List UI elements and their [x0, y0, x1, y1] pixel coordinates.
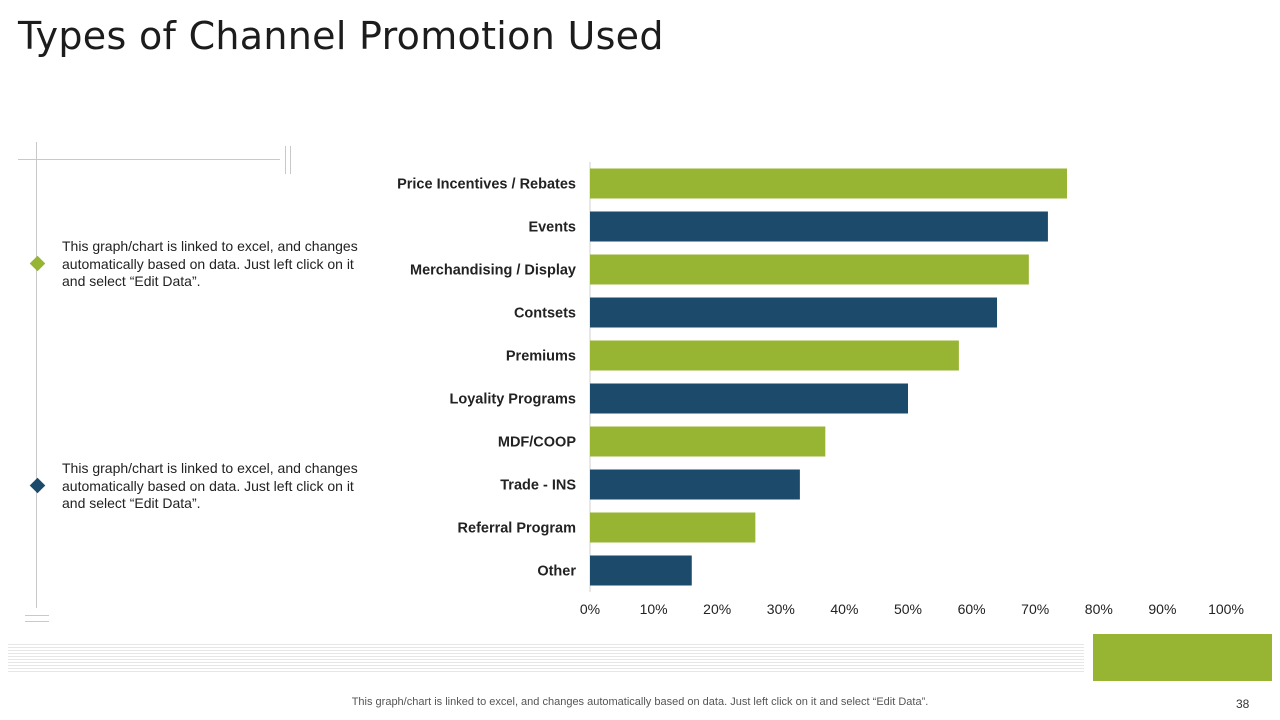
category-label: Merchandising / Display [410, 263, 576, 279]
footer-stripe [8, 644, 1084, 645]
x-tick-label: 80% [1085, 601, 1113, 617]
category-label: Loyality Programs [449, 392, 576, 408]
x-tick-label: 90% [1148, 601, 1176, 617]
x-tick-label: 70% [1021, 601, 1049, 617]
footer-stripe [8, 659, 1084, 660]
frame-top-double-bar [290, 146, 291, 174]
bar[interactable] [590, 469, 800, 500]
bar[interactable] [590, 512, 756, 543]
footer-note: This graph/chart is linked to excel, and… [351, 696, 929, 708]
slide-title: Types of Channel Promotion Used [18, 14, 664, 58]
bar[interactable] [590, 168, 1067, 199]
footer-stripe [8, 668, 1084, 669]
category-label: Referral Program [458, 521, 576, 537]
bar[interactable] [590, 297, 998, 328]
frame-top-line [18, 159, 280, 160]
x-tick-label: 30% [767, 601, 795, 617]
footer-stripe [8, 653, 1084, 654]
frame-vertical-line [36, 142, 37, 608]
footer-stripe [8, 650, 1084, 651]
category-label: Price Incentives / Rebates [397, 177, 576, 193]
x-tick-label: 60% [958, 601, 986, 617]
x-tick-label: 20% [703, 601, 731, 617]
footer-accent-block [1093, 634, 1272, 681]
footer-stripe [8, 671, 1084, 672]
category-label: Contsets [514, 306, 576, 322]
category-label: Trade - INS [500, 478, 576, 494]
footer-stripe [8, 656, 1084, 657]
page-number: 38 [1236, 697, 1250, 711]
bar[interactable] [590, 211, 1048, 242]
category-label: Events [528, 220, 576, 236]
category-label: Premiums [506, 349, 576, 365]
category-label: MDF/COOP [498, 435, 576, 451]
note-text: This graph/chart is linked to excel, and… [62, 460, 358, 511]
bar[interactable] [590, 254, 1029, 285]
category-label: Other [537, 564, 576, 580]
x-tick-label: 40% [830, 601, 858, 617]
x-tick-label: 50% [894, 601, 922, 617]
x-tick-label: 100% [1208, 601, 1244, 617]
x-tick-label: 10% [640, 601, 668, 617]
bar[interactable] [590, 555, 692, 586]
bar[interactable] [590, 340, 959, 371]
bar[interactable] [590, 383, 908, 414]
frame-bottom-dash [25, 615, 49, 616]
x-tick-label: 0% [580, 601, 600, 617]
channel-promotion-bar-chart[interactable]: Price Incentives / Rebates Events Merchand… [0, 0, 1280, 640]
note-text: This graph/chart is linked to excel, and… [62, 238, 358, 289]
footer-stripe [8, 662, 1084, 663]
frame-top-double-bar [285, 146, 286, 174]
footer-stripe [8, 647, 1084, 648]
frame-bottom-dash [25, 621, 49, 622]
footer-stripe [8, 665, 1084, 666]
bar[interactable] [590, 426, 826, 457]
